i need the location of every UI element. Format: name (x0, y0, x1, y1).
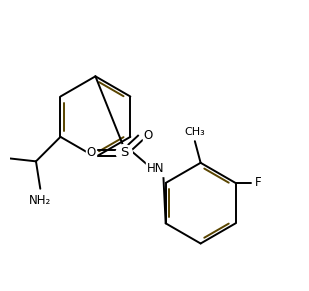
Text: O: O (144, 129, 153, 142)
Text: O: O (87, 146, 96, 159)
Text: NH₂: NH₂ (29, 194, 51, 207)
Text: HN: HN (147, 162, 165, 175)
Text: F: F (254, 176, 261, 189)
Text: S: S (120, 146, 129, 159)
Text: CH₃: CH₃ (184, 127, 205, 137)
